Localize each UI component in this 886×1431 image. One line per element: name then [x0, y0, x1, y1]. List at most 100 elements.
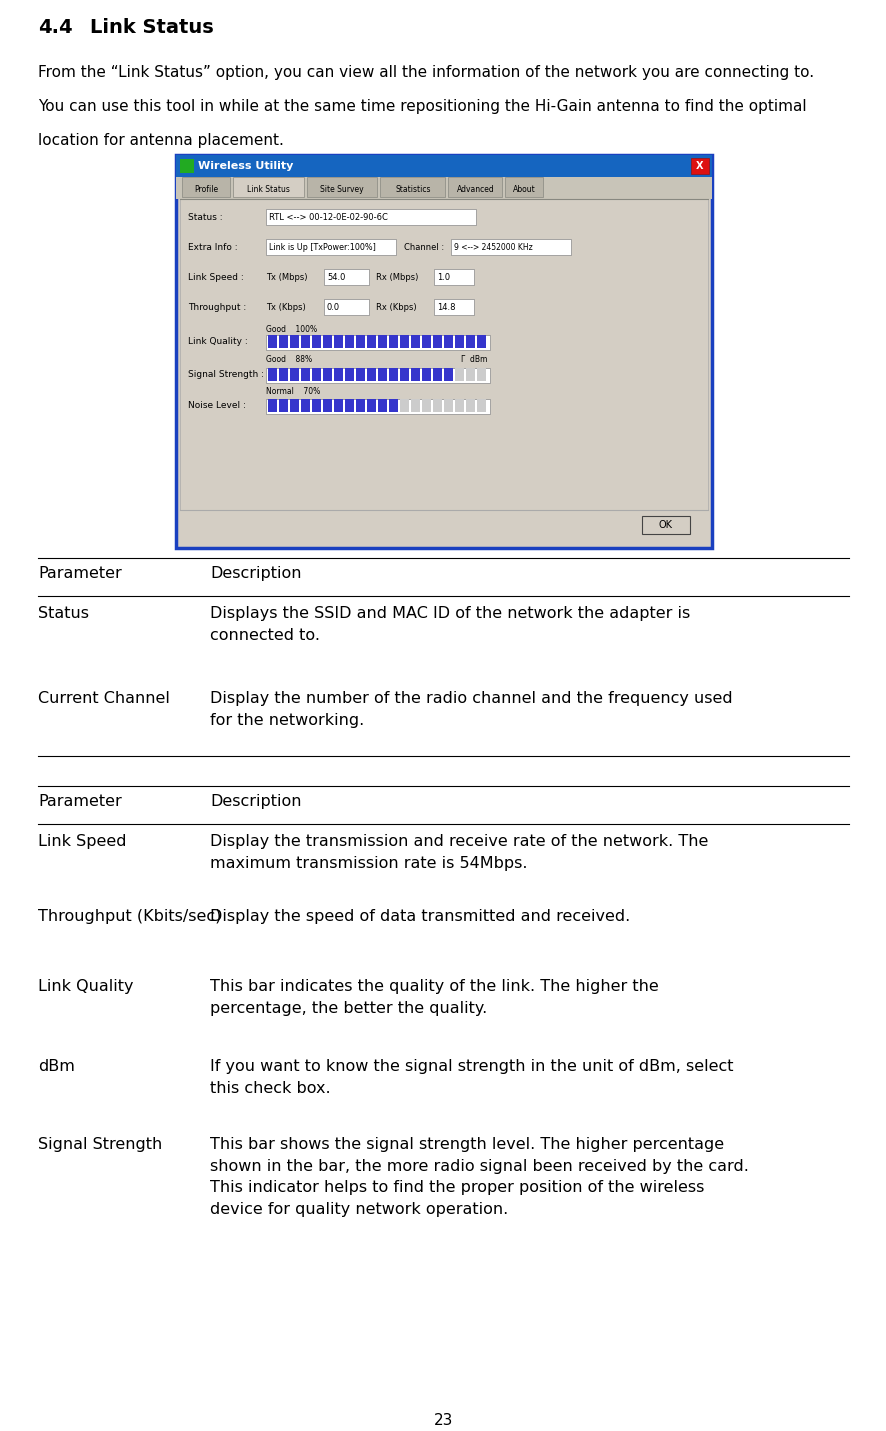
Text: Link Speed: Link Speed — [38, 834, 127, 849]
Bar — [266, 368, 489, 384]
Bar — [300, 368, 310, 381]
Text: Tx (Mbps): Tx (Mbps) — [266, 272, 307, 282]
Bar — [300, 399, 310, 412]
Bar — [377, 399, 387, 412]
Text: Noise Level :: Noise Level : — [188, 401, 245, 411]
Bar — [690, 157, 708, 175]
Text: Tx (Kbps): Tx (Kbps) — [266, 302, 306, 312]
Text: 54.0: 54.0 — [327, 272, 345, 282]
Text: This bar indicates the quality of the link. The higher the
percentage, the bette: This bar indicates the quality of the li… — [210, 979, 658, 1016]
Bar — [422, 399, 431, 412]
Bar — [380, 177, 445, 197]
Text: X: X — [696, 162, 703, 170]
Text: dBm: dBm — [38, 1059, 74, 1075]
Bar — [432, 399, 442, 412]
Bar — [290, 368, 299, 381]
Bar — [477, 335, 486, 348]
Text: Link Status: Link Status — [89, 19, 214, 37]
Text: OK: OK — [658, 519, 672, 529]
Bar — [290, 399, 299, 412]
Bar — [180, 199, 707, 509]
Text: You can use this tool in while at the same time repositioning the Hi-Gain antenn: You can use this tool in while at the sa… — [38, 99, 805, 114]
Bar — [432, 368, 442, 381]
Bar — [400, 399, 409, 412]
Bar — [345, 399, 354, 412]
Text: 9 <--> 2452000 KHz: 9 <--> 2452000 KHz — [454, 242, 532, 252]
Text: Status :: Status : — [188, 212, 222, 222]
Bar — [266, 209, 476, 225]
Text: Link is Up [TxPower:100%]: Link is Up [TxPower:100%] — [268, 242, 376, 252]
Bar — [433, 269, 473, 285]
Text: About: About — [512, 185, 535, 193]
Text: Display the transmission and receive rate of the network. The
maximum transmissi: Display the transmission and receive rat… — [210, 834, 708, 870]
Bar — [400, 335, 409, 348]
Text: 23: 23 — [433, 1412, 453, 1428]
Bar — [233, 177, 304, 197]
Bar — [422, 368, 431, 381]
Bar — [355, 368, 365, 381]
Bar — [312, 368, 321, 381]
Bar — [444, 335, 453, 348]
Text: Profile: Profile — [194, 185, 218, 193]
Bar — [477, 368, 486, 381]
Bar — [345, 335, 354, 348]
Bar — [465, 368, 475, 381]
Text: From the “Link Status” option, you can view all the information of the network y: From the “Link Status” option, you can v… — [38, 64, 813, 80]
Text: Signal Strength :: Signal Strength : — [188, 371, 264, 379]
Bar — [465, 399, 475, 412]
Bar — [455, 368, 464, 381]
Bar — [367, 399, 376, 412]
Bar — [377, 335, 387, 348]
Text: Signal Strength: Signal Strength — [38, 1138, 162, 1152]
Bar — [312, 335, 321, 348]
Text: Good    100%: Good 100% — [266, 325, 317, 333]
Text: Link Speed :: Link Speed : — [188, 272, 244, 282]
Bar — [477, 399, 486, 412]
Text: Throughput :: Throughput : — [188, 302, 246, 312]
Bar — [448, 177, 502, 197]
Bar — [355, 335, 365, 348]
Bar — [505, 177, 542, 197]
Text: Link Status: Link Status — [247, 185, 290, 193]
Bar — [389, 335, 398, 348]
Text: Normal    70%: Normal 70% — [266, 388, 320, 396]
Bar — [334, 399, 343, 412]
Text: Site Survey: Site Survey — [320, 185, 363, 193]
Bar — [268, 335, 277, 348]
Text: Description: Description — [210, 794, 301, 809]
Bar — [410, 399, 420, 412]
Bar — [268, 368, 277, 381]
Text: Parameter: Parameter — [38, 567, 121, 581]
Bar — [175, 177, 711, 199]
Text: Parameter: Parameter — [38, 794, 121, 809]
Bar — [355, 399, 365, 412]
Bar — [444, 399, 453, 412]
Text: Γ  dBm: Γ dBm — [461, 355, 486, 363]
Bar — [432, 335, 442, 348]
Bar — [180, 159, 194, 173]
Bar — [433, 299, 473, 315]
Text: Display the number of the radio channel and the frequency used
for the networkin: Display the number of the radio channel … — [210, 691, 732, 727]
Bar — [279, 368, 288, 381]
Bar — [389, 399, 398, 412]
Bar — [279, 335, 288, 348]
Bar — [641, 517, 689, 534]
Bar — [290, 335, 299, 348]
Bar — [307, 177, 377, 197]
Text: Extra Info :: Extra Info : — [188, 242, 237, 252]
Text: location for antenna placement.: location for antenna placement. — [38, 133, 284, 147]
Bar — [450, 239, 571, 255]
Bar — [389, 368, 398, 381]
Bar — [367, 335, 376, 348]
Bar — [422, 335, 431, 348]
Bar — [266, 399, 489, 414]
Text: Description: Description — [210, 567, 301, 581]
Bar — [323, 269, 369, 285]
Bar — [345, 368, 354, 381]
Text: RTL <--> 00-12-0E-02-90-6C: RTL <--> 00-12-0E-02-90-6C — [268, 212, 387, 222]
Text: Current Channel: Current Channel — [38, 691, 170, 705]
Bar — [312, 399, 321, 412]
Text: Good    88%: Good 88% — [266, 355, 312, 363]
Text: Link Quality :: Link Quality : — [188, 336, 247, 346]
Bar — [323, 335, 332, 348]
